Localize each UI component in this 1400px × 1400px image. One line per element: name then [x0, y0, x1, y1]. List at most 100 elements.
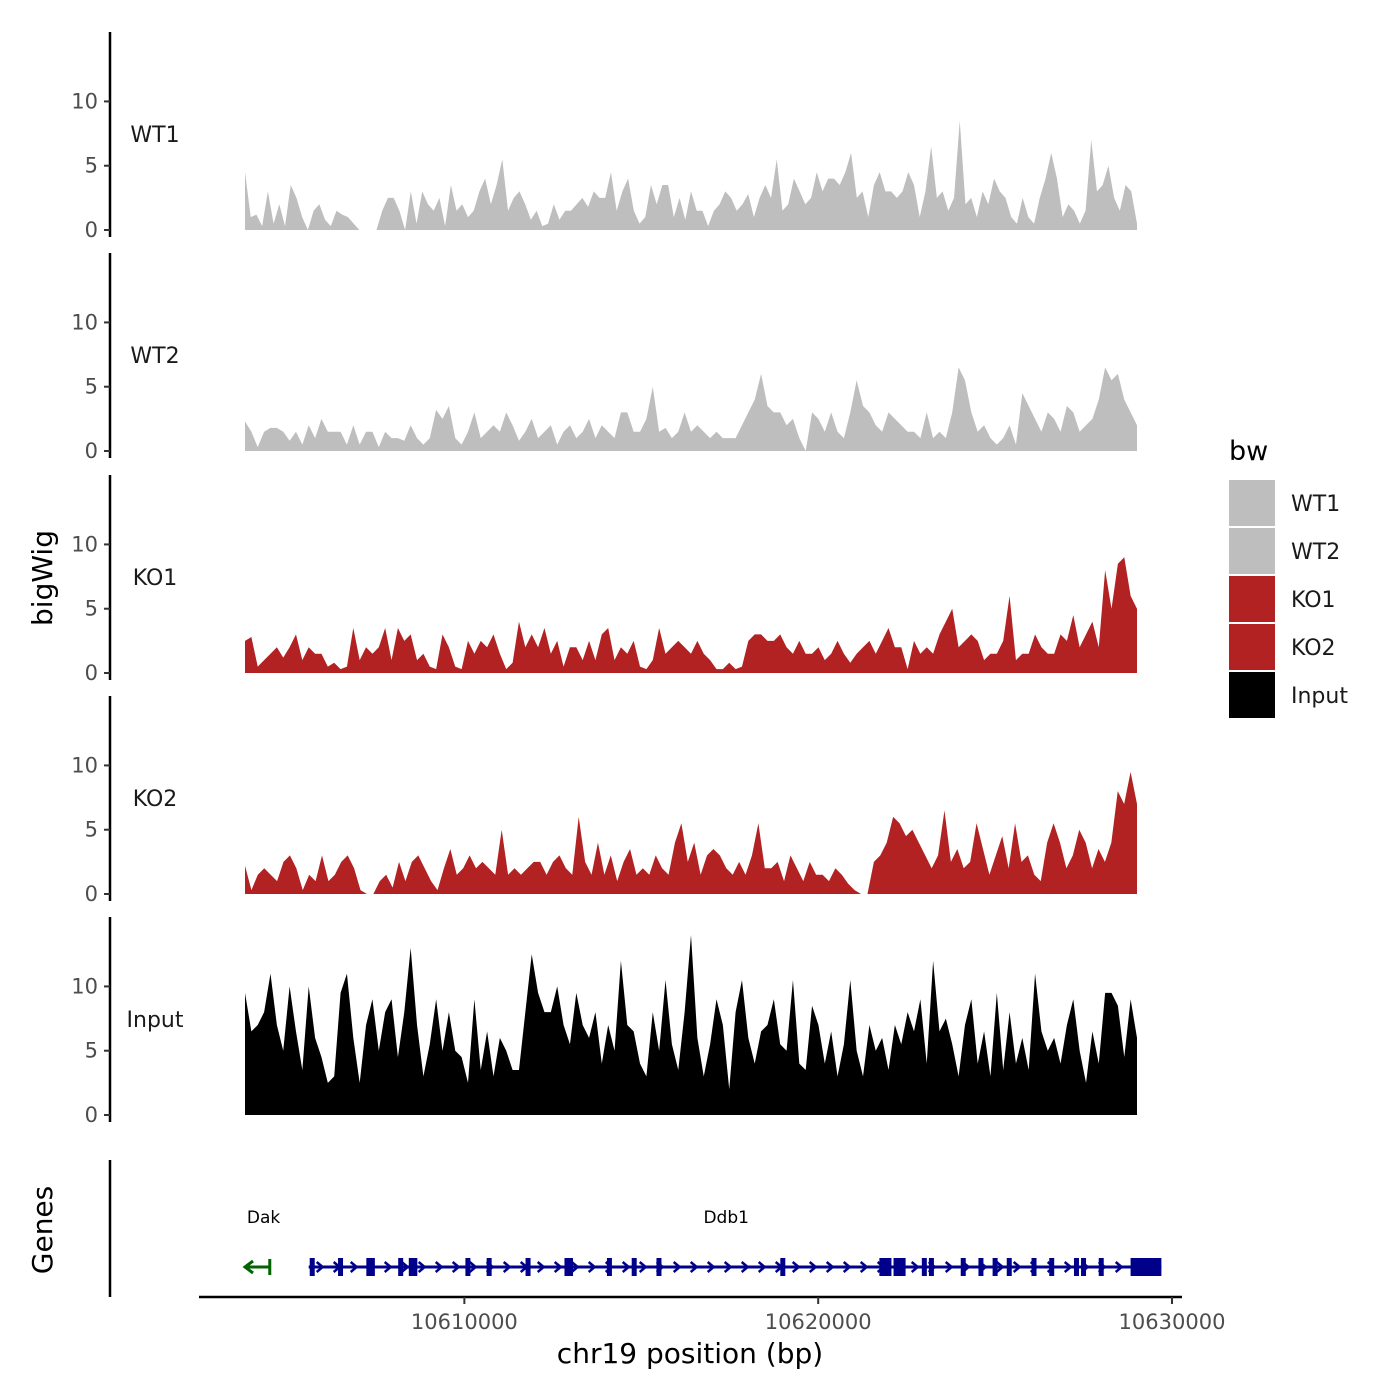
gene-exon [1049, 1258, 1055, 1276]
y-tick-label: 5 [85, 154, 98, 178]
y-tick-label: 5 [85, 818, 98, 842]
strand-arrow [740, 1261, 750, 1273]
gene-exon [408, 1258, 414, 1276]
gene-exon [656, 1258, 662, 1276]
strand-arrow [638, 1261, 648, 1273]
area-ko1 [245, 557, 1137, 673]
gene-exon [978, 1258, 984, 1276]
gene-exon [921, 1258, 927, 1276]
gene-exon [1073, 1258, 1079, 1276]
y-tick-label: 10 [71, 532, 98, 556]
strand-arrow [944, 1261, 954, 1273]
gene-dak: Dak [242, 1208, 281, 1275]
strand-arrow [825, 1261, 835, 1273]
y-tick-label: 5 [85, 597, 98, 621]
gene-exon [960, 1258, 966, 1276]
y-tick-label: 0 [85, 661, 98, 685]
y-tick-label: 0 [85, 218, 98, 242]
strand-arrow [242, 1259, 254, 1275]
gene-exon [1135, 1258, 1162, 1276]
gene-exon [369, 1258, 375, 1276]
strand-arrow [706, 1261, 716, 1273]
gene-exon [886, 1258, 892, 1276]
legend: bw WT1 WT2 KO1 KO2 Input [1229, 436, 1348, 718]
gene-exon [631, 1258, 637, 1276]
gene-exon [568, 1258, 574, 1276]
legend-label: WT2 [1291, 540, 1340, 565]
track-label: KO1 [133, 566, 178, 591]
strand-arrow [842, 1261, 852, 1273]
gene-exon [893, 1258, 899, 1276]
gene-exon [525, 1258, 531, 1276]
gene-label: Dak [247, 1208, 281, 1228]
y-tick-label: 0 [85, 439, 98, 463]
gene-exon [879, 1258, 885, 1276]
x-axis-title: chr19 position (bp) [557, 1337, 823, 1370]
strand-arrow [1063, 1261, 1073, 1273]
legend-title: bw [1229, 436, 1268, 467]
strand-arrow [536, 1261, 546, 1273]
y-tick-label: 5 [85, 375, 98, 399]
area-input [245, 935, 1137, 1115]
genes-axis-title: Genes [26, 1186, 59, 1274]
strand-arrow [468, 1261, 478, 1273]
gene-exon [564, 1258, 570, 1276]
strand-arrow [502, 1261, 512, 1273]
gene-exon [366, 1258, 372, 1276]
gene-exon [1098, 1258, 1104, 1276]
gene-exon [992, 1258, 998, 1276]
area-wt1 [245, 120, 1137, 230]
strand-arrow [910, 1261, 920, 1273]
x-axis: 10610000 10620000 10630000 [199, 1295, 1226, 1334]
track-label: WT2 [130, 344, 179, 369]
legend-label: WT1 [1291, 492, 1340, 517]
legend-label: Input [1291, 684, 1348, 709]
gene-exon [465, 1258, 471, 1276]
x-tick-label: 10630000 [1119, 1310, 1226, 1334]
y-tick-label: 10 [71, 310, 98, 334]
legend-swatch [1229, 480, 1275, 526]
gene-exon [1081, 1258, 1087, 1276]
gene-exon [486, 1258, 492, 1276]
gene-label: Ddb1 [703, 1208, 749, 1228]
strand-arrow [1114, 1261, 1124, 1273]
strand-arrow [349, 1261, 359, 1273]
y-tick-label: 10 [71, 974, 98, 998]
gene-exon [398, 1258, 404, 1276]
strand-arrow [757, 1261, 767, 1273]
legend-label: KO2 [1291, 636, 1336, 661]
strand-arrow [1012, 1261, 1022, 1273]
y-tick-label: 5 [85, 1039, 98, 1063]
gene-exon [1031, 1258, 1037, 1276]
strand-arrow [808, 1261, 818, 1273]
track-input: 0 5 10 Input [71, 917, 1137, 1127]
y-tick-label: 0 [85, 1103, 98, 1127]
gene-exon [882, 1258, 888, 1276]
track-panels: 0 5 10 WT1 0 5 10 WT2 0 5 10 KO1 0 5 10 KO2 0 5 10 Input [71, 32, 1137, 1127]
gene-exon [928, 1258, 934, 1276]
legend-label: KO1 [1291, 588, 1336, 613]
strand-arrow [723, 1261, 733, 1273]
gene-exon [338, 1258, 344, 1276]
gene-track: Dak Ddb1 [108, 1160, 1162, 1297]
strand-arrow [553, 1261, 563, 1273]
y-tick-label: 10 [71, 753, 98, 777]
strand-arrow [400, 1261, 410, 1273]
track-label: Input [127, 1008, 184, 1033]
track-wt2: 0 5 10 WT2 [71, 253, 1137, 463]
x-tick-label: 10620000 [765, 1310, 872, 1334]
x-tick-label: 10610000 [411, 1310, 518, 1334]
legend-swatch [1229, 576, 1275, 622]
y-tick-label: 10 [71, 89, 98, 113]
gene-exon [900, 1258, 906, 1276]
y-tick-label: 0 [85, 882, 98, 906]
gene-exon [1006, 1258, 1012, 1276]
track-wt1: 0 5 10 WT1 [71, 32, 1137, 242]
gene-exon [897, 1258, 903, 1276]
strand-arrow [417, 1261, 427, 1273]
strand-arrow [995, 1261, 1005, 1273]
y-axis-title: bigWig [26, 530, 59, 626]
strand-arrow [570, 1261, 580, 1273]
strand-arrow [434, 1261, 444, 1273]
